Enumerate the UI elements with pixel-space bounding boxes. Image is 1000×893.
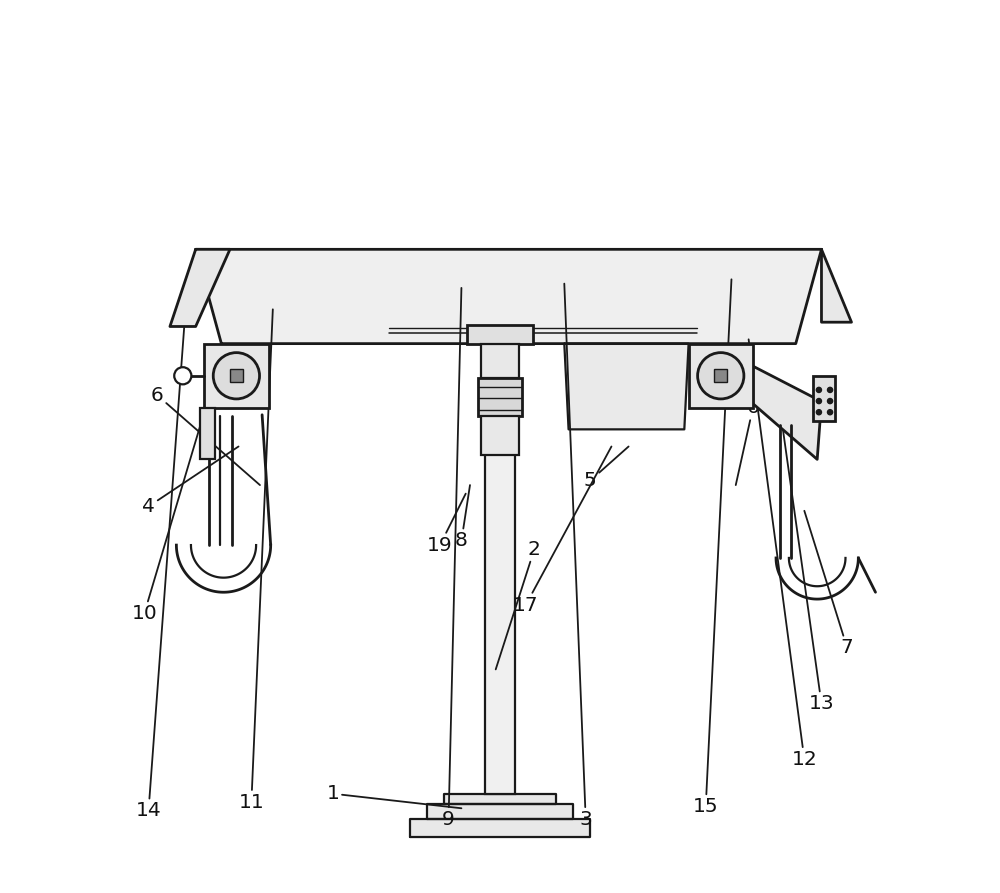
Text: 10: 10 bbox=[131, 413, 204, 623]
Text: 17: 17 bbox=[513, 446, 611, 614]
Bar bbox=[689, 344, 753, 408]
Text: 15: 15 bbox=[693, 280, 731, 816]
Circle shape bbox=[816, 410, 821, 414]
Bar bbox=[813, 376, 835, 421]
Text: 9: 9 bbox=[442, 288, 461, 829]
Bar bbox=[467, 325, 533, 344]
Text: 6: 6 bbox=[151, 386, 260, 485]
Bar bbox=[481, 344, 519, 378]
Circle shape bbox=[816, 388, 821, 393]
Text: 5: 5 bbox=[584, 446, 629, 490]
Polygon shape bbox=[410, 820, 590, 837]
Circle shape bbox=[213, 353, 260, 399]
Bar bbox=[485, 378, 515, 794]
Polygon shape bbox=[564, 344, 689, 430]
Bar bbox=[224, 344, 249, 408]
Text: 12: 12 bbox=[749, 339, 817, 769]
Circle shape bbox=[827, 388, 833, 393]
Text: 6: 6 bbox=[736, 398, 759, 485]
Text: 7: 7 bbox=[804, 511, 854, 657]
Bar bbox=[200, 408, 215, 459]
Text: 11: 11 bbox=[239, 309, 273, 812]
Text: 1: 1 bbox=[326, 784, 461, 808]
Bar bbox=[714, 370, 727, 382]
Text: 2: 2 bbox=[496, 540, 541, 670]
Text: 14: 14 bbox=[136, 288, 187, 821]
Text: 4: 4 bbox=[142, 446, 239, 516]
Polygon shape bbox=[170, 249, 230, 327]
Polygon shape bbox=[821, 249, 851, 322]
Bar bbox=[478, 378, 522, 416]
Polygon shape bbox=[753, 366, 821, 459]
Text: 13: 13 bbox=[783, 430, 834, 714]
Bar bbox=[230, 370, 243, 382]
Text: 19: 19 bbox=[427, 494, 466, 555]
Bar bbox=[204, 344, 269, 408]
Circle shape bbox=[827, 398, 833, 404]
Bar bbox=[708, 344, 734, 408]
Text: 3: 3 bbox=[564, 284, 592, 829]
Text: 8: 8 bbox=[455, 485, 470, 550]
Circle shape bbox=[174, 367, 191, 384]
Polygon shape bbox=[444, 794, 556, 804]
Polygon shape bbox=[427, 804, 573, 820]
Circle shape bbox=[827, 410, 833, 414]
Polygon shape bbox=[196, 249, 821, 344]
Circle shape bbox=[816, 398, 821, 404]
Bar bbox=[481, 416, 519, 455]
Circle shape bbox=[698, 353, 744, 399]
